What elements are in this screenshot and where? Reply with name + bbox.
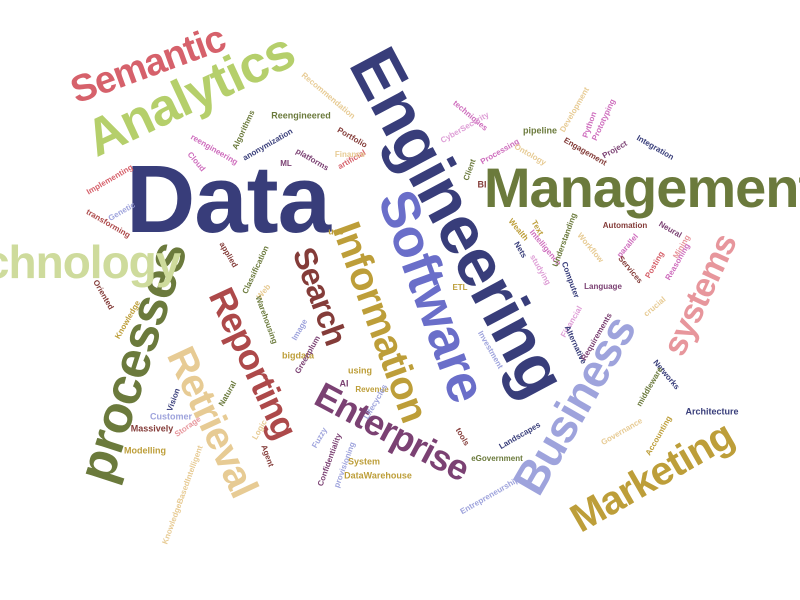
word-revenue: Revenue <box>355 385 389 394</box>
word-reengineered: Reengineered <box>271 110 331 121</box>
word-ai: AI <box>339 378 349 389</box>
word-posting: Posting <box>643 249 666 280</box>
word-ml: ML <box>280 159 292 168</box>
word-massively: Massively <box>130 423 174 434</box>
word-algorithms: Algorithms <box>230 108 257 151</box>
word-customer: Customer <box>149 411 193 422</box>
word-bigdata: bigdata <box>281 350 315 361</box>
word-datawarehouse: DataWarehouse <box>344 470 412 481</box>
word-fuzzy: Fuzzy <box>310 425 330 450</box>
word-technology: Technology <box>0 236 181 288</box>
word-egovernment: eGovernment <box>471 454 523 463</box>
word-bi: BI <box>477 179 487 190</box>
word-finance: Finance <box>334 150 366 159</box>
word-etl: ETL <box>452 283 468 292</box>
word-neural: Neural <box>657 219 684 240</box>
word-crucial: crucial <box>641 294 668 319</box>
word-middleware: middleware <box>634 365 665 409</box>
word-governance: Governance <box>599 416 645 448</box>
word-modelling: Modelling <box>124 445 166 456</box>
word-services: Services <box>616 254 645 286</box>
word-image: Image <box>289 317 310 343</box>
word-computer: Computer <box>559 260 582 300</box>
word-systems: systems <box>655 228 745 362</box>
word-parallel: parallel <box>615 232 641 260</box>
word-workflow: Workflow <box>575 231 606 265</box>
word-portfolio: Portfolio <box>335 125 369 150</box>
word-knowledgebasedintelligent: KnowledgeBasedIntelligent <box>160 444 205 546</box>
word-use: use <box>328 226 344 237</box>
word-understanding: Understanding <box>550 211 579 268</box>
word-marketing: Marketing <box>563 412 741 542</box>
word-agent: Agent <box>259 443 276 469</box>
word-entrepreneurship: Entrepreneurship <box>458 474 521 517</box>
word-data: Data <box>125 146 331 253</box>
word-automation: Automation <box>602 221 648 230</box>
word-management: Management <box>483 156 800 219</box>
word-pipeline: pipeline <box>522 125 558 136</box>
word-architecture: Architecture <box>685 406 739 417</box>
word-using: using <box>348 365 372 376</box>
word-language: Language <box>584 282 622 291</box>
word-system: System <box>347 456 381 467</box>
